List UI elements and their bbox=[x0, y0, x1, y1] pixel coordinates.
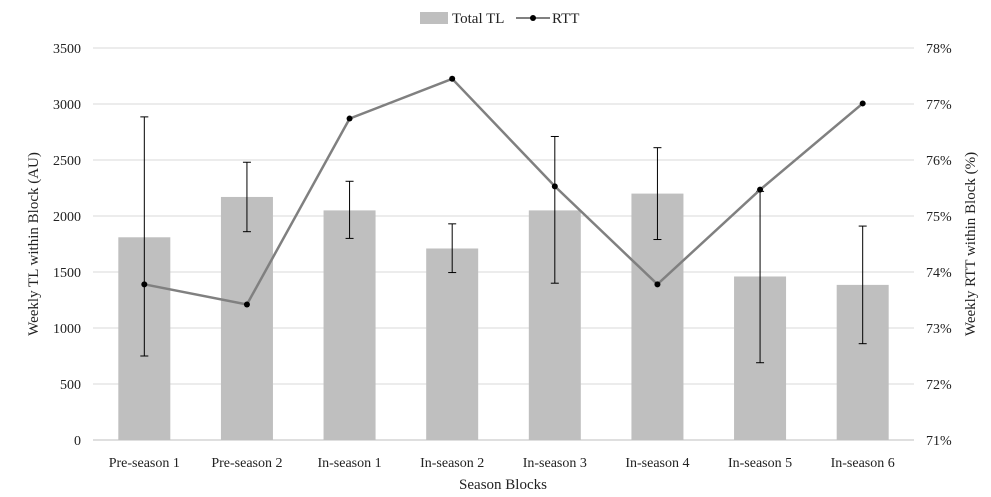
x-tick-label: In-season 1 bbox=[317, 456, 381, 471]
left-y-tick-label: 500 bbox=[60, 378, 81, 393]
rtt-point bbox=[346, 115, 353, 122]
right-y-tick-label: 75% bbox=[926, 210, 952, 225]
error-bars bbox=[140, 116, 867, 364]
gridlines bbox=[93, 47, 914, 441]
right-y-tick-label: 72% bbox=[926, 378, 952, 393]
x-tick-label: In-season 3 bbox=[523, 456, 587, 471]
x-tick-label: Pre-season 1 bbox=[109, 456, 180, 471]
rtt-point bbox=[654, 281, 661, 288]
rtt-point bbox=[551, 183, 558, 190]
left-y-axis-title: Weekly TL within Block (AU) bbox=[26, 152, 42, 336]
rtt-point bbox=[141, 281, 148, 288]
x-axis-title: Season Blocks bbox=[459, 477, 547, 493]
left-y-ticks: 0 500 1000 1500 2000 2500 3000 3500 bbox=[53, 42, 81, 449]
rtt-point bbox=[449, 75, 456, 82]
bar-total-tl bbox=[426, 248, 479, 440]
right-y-tick-label: 78% bbox=[926, 42, 952, 57]
left-y-tick-label: 0 bbox=[74, 434, 81, 449]
right-y-tick-label: 77% bbox=[926, 98, 952, 113]
bars bbox=[118, 193, 889, 440]
left-y-tick-label: 2000 bbox=[53, 210, 81, 225]
left-y-tick-label: 3500 bbox=[53, 42, 81, 57]
x-tick-label: Pre-season 2 bbox=[211, 456, 282, 471]
right-y-tick-label: 71% bbox=[926, 434, 952, 449]
legend-swatch-rtt-marker bbox=[530, 15, 536, 21]
legend-label-total-tl: Total TL bbox=[452, 11, 504, 27]
legend: Total TL RTT bbox=[420, 11, 579, 27]
right-y-tick-label: 74% bbox=[926, 266, 952, 281]
rtt-series-line bbox=[144, 77, 864, 306]
left-y-tick-label: 2500 bbox=[53, 154, 81, 169]
left-y-tick-label: 1500 bbox=[53, 266, 81, 281]
bar-total-tl bbox=[220, 196, 273, 440]
right-y-tick-label: 73% bbox=[926, 322, 952, 337]
right-y-tick-label: 76% bbox=[926, 154, 952, 169]
rtt-point bbox=[243, 301, 250, 308]
x-tick-label: In-season 5 bbox=[728, 456, 792, 471]
left-y-tick-label: 1000 bbox=[53, 322, 81, 337]
right-y-ticks: 71% 72% 73% 74% 75% 76% 77% 78% bbox=[926, 42, 952, 449]
legend-swatch-total-tl bbox=[420, 12, 448, 24]
x-tick-label: In-season 4 bbox=[625, 456, 689, 471]
x-tick-label: In-season 2 bbox=[420, 456, 484, 471]
x-ticks: Pre-season 1 Pre-season 2 In-season 1 In-se… bbox=[109, 456, 895, 471]
rtt-line bbox=[141, 75, 866, 308]
rtt-point bbox=[859, 100, 866, 107]
legend-label-rtt: RTT bbox=[552, 11, 579, 27]
left-y-tick-label: 3000 bbox=[53, 98, 81, 113]
bar-total-tl bbox=[323, 210, 376, 440]
x-tick-label: In-season 6 bbox=[831, 456, 895, 471]
right-y-axis-title: Weekly RTT within Block (%) bbox=[963, 152, 979, 336]
rtt-point bbox=[757, 186, 764, 193]
